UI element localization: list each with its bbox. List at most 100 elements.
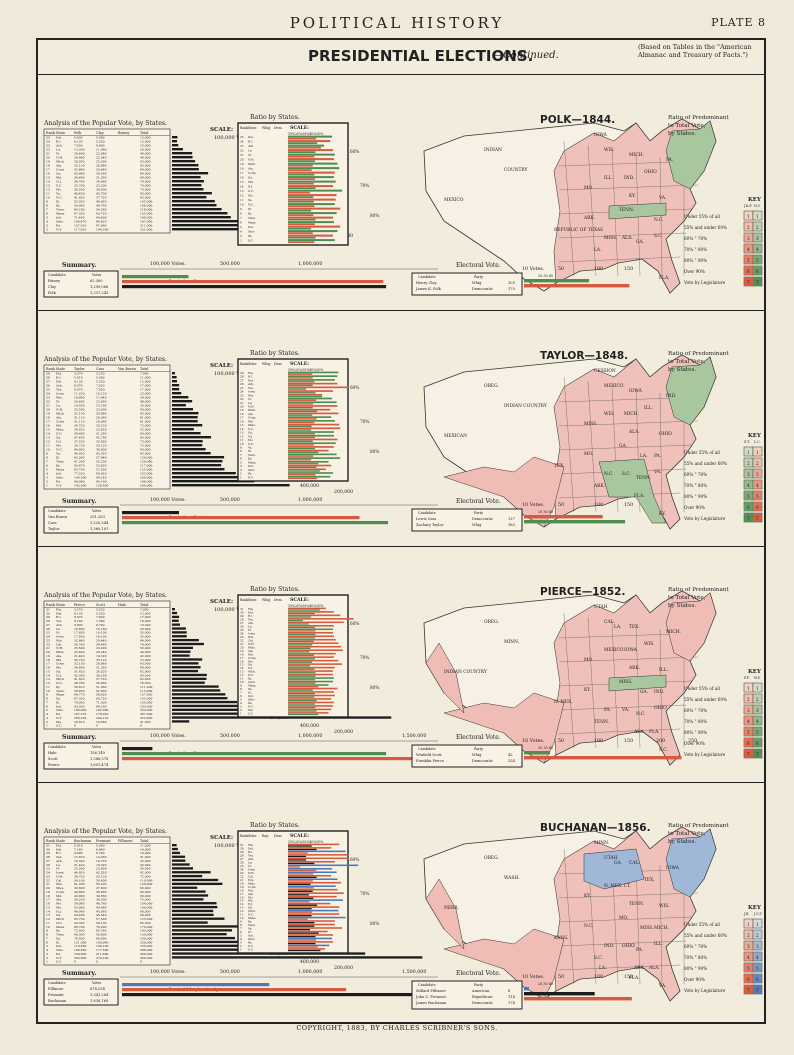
state-boundary (587, 380, 597, 513)
panel-svg: Analysis of the Popular Vote, by States.… (43, 350, 763, 534)
ratio-bar (288, 203, 335, 206)
analysis-rank: 22 (46, 642, 50, 646)
analysis-rank: 3 (46, 716, 48, 720)
key-row-label: 55% and under 60% (684, 225, 727, 230)
analysis-cell: 7,360 (96, 619, 105, 623)
state-vote-bar (172, 700, 238, 704)
ratio-rank: 20 (240, 881, 244, 885)
state-vote-bar (172, 480, 255, 483)
analysis-header-4: Birney (118, 131, 129, 135)
ratio-rank: 20 (240, 405, 244, 409)
key-row-label: 60% " 70% (684, 472, 707, 477)
key-num-b: 1 (756, 450, 759, 455)
map-state-label: ILL. (644, 406, 653, 411)
ratio-bar-secondary (288, 227, 312, 230)
ratio-pct-80: 80% (370, 449, 379, 454)
electoral-party: American (471, 989, 490, 993)
analysis-rank: 28 (46, 376, 50, 380)
ratio-bar (288, 659, 339, 662)
highlight-states-ne (665, 120, 717, 190)
electoral-bar (524, 520, 626, 524)
map-state-label: OHIO (659, 432, 672, 437)
ratio-bar-secondary (288, 477, 318, 480)
analysis-cell: 84,180 (96, 704, 107, 708)
analysis-cell: 28,980 (96, 164, 107, 168)
map-state-label: CAL. (629, 861, 640, 866)
analysis-cell: 63,000 (140, 662, 151, 666)
analysis-cell: 24,990 (74, 156, 85, 160)
ratio-head-a: Rep. (262, 834, 269, 838)
map-state-label: UTAH (604, 856, 618, 861)
analysis-cell: 13,000 (140, 136, 151, 140)
ratio-bar (288, 705, 333, 707)
key-swatch-b (752, 929, 763, 940)
ratio-bar (288, 680, 333, 683)
analysis-cell: 14,720 (96, 859, 107, 863)
ratio-title: Ratio by States. (250, 350, 300, 357)
analysis-state: Ohio (56, 708, 64, 712)
key-title: KEY (748, 905, 761, 911)
ratio-bar (288, 135, 333, 138)
ratio-bar (288, 885, 336, 887)
key-fill-b (753, 211, 762, 220)
ratio-bar (288, 472, 333, 474)
key-fill-b (753, 469, 762, 478)
map-state-label: CAL. (604, 620, 615, 625)
electoral-table (411, 272, 523, 296)
map-state-label: MICH. (624, 412, 639, 417)
analysis-cell: 60,180 (74, 208, 85, 212)
ratio-pct-60: 60% (350, 149, 359, 154)
analysis-header-1: State (56, 367, 65, 371)
summary-tick: 1,000,000 (298, 261, 322, 267)
analysis-cell: 197,000 (140, 220, 152, 224)
analysis-rank: 19 (46, 654, 50, 658)
ratio-state: S.C. (248, 712, 254, 716)
electoral-candidate: Zachary Taylor (416, 523, 444, 527)
electoral-party: Republican (472, 995, 493, 999)
analysis-cell: 39,780 (74, 681, 85, 685)
analysis-rank: 1 (46, 724, 48, 728)
analysis-cell: 63,000 (140, 412, 151, 416)
ratio-bar-secondary (288, 232, 313, 235)
map-state-label: UTAH (594, 605, 608, 610)
state-vote-bar (172, 420, 198, 423)
state-vote-bar (172, 689, 221, 692)
state-vote-bar (172, 196, 207, 199)
map-state-label: OHIO (654, 706, 667, 711)
ratio-bar (288, 614, 341, 617)
analysis-header-2: Polk (74, 131, 82, 135)
analysis-cell: 3,570 (74, 372, 83, 376)
map-title: POLK—1844. (540, 114, 615, 126)
ratio-bar-secondary (288, 640, 314, 643)
analysis-state: La. (56, 404, 61, 408)
state-vote-bar (172, 693, 226, 696)
ratio-rank: 28 (240, 375, 244, 379)
analysis-rank: 25 (46, 867, 50, 871)
analysis-cell: 42,000 (140, 654, 151, 658)
ratio-pct-70: 70% (360, 419, 369, 424)
analysis-state: Ga. (56, 669, 61, 673)
analysis-state: Cal. (56, 642, 62, 646)
analysis-cell: 130,000 (140, 933, 152, 937)
key-swatch-b (752, 457, 763, 468)
map-state-label: VA. (621, 708, 629, 713)
analysis-state: N.J. (56, 180, 61, 184)
ratio-rank: 24 (240, 390, 244, 394)
ratio-rank: 7 (240, 216, 242, 220)
analysis-rank: 3 (46, 224, 48, 228)
analysis-cell: 46,920 (74, 452, 85, 456)
panel-taylor-1848: Analysis of the Popular Vote, by States.… (38, 311, 764, 547)
map-state-label: MO. (619, 916, 628, 921)
analysis-rank: 23 (46, 396, 50, 400)
state-vote-bar (172, 156, 193, 159)
key-num-a: 4 (747, 247, 750, 252)
analysis-cell: 28,050 (74, 160, 85, 164)
key-num-a: 1 (747, 214, 750, 219)
ratio-bar-secondary (288, 612, 315, 615)
electoral-candidate: James K. Polk (415, 287, 442, 291)
analysis-cell: 34,960 (96, 642, 107, 646)
analysis-cell: 31,280 (96, 176, 107, 180)
ratio-bar-secondary (288, 455, 314, 457)
analysis-cell: 522,000 (140, 716, 152, 720)
electoral-tick: 50 (558, 502, 564, 508)
